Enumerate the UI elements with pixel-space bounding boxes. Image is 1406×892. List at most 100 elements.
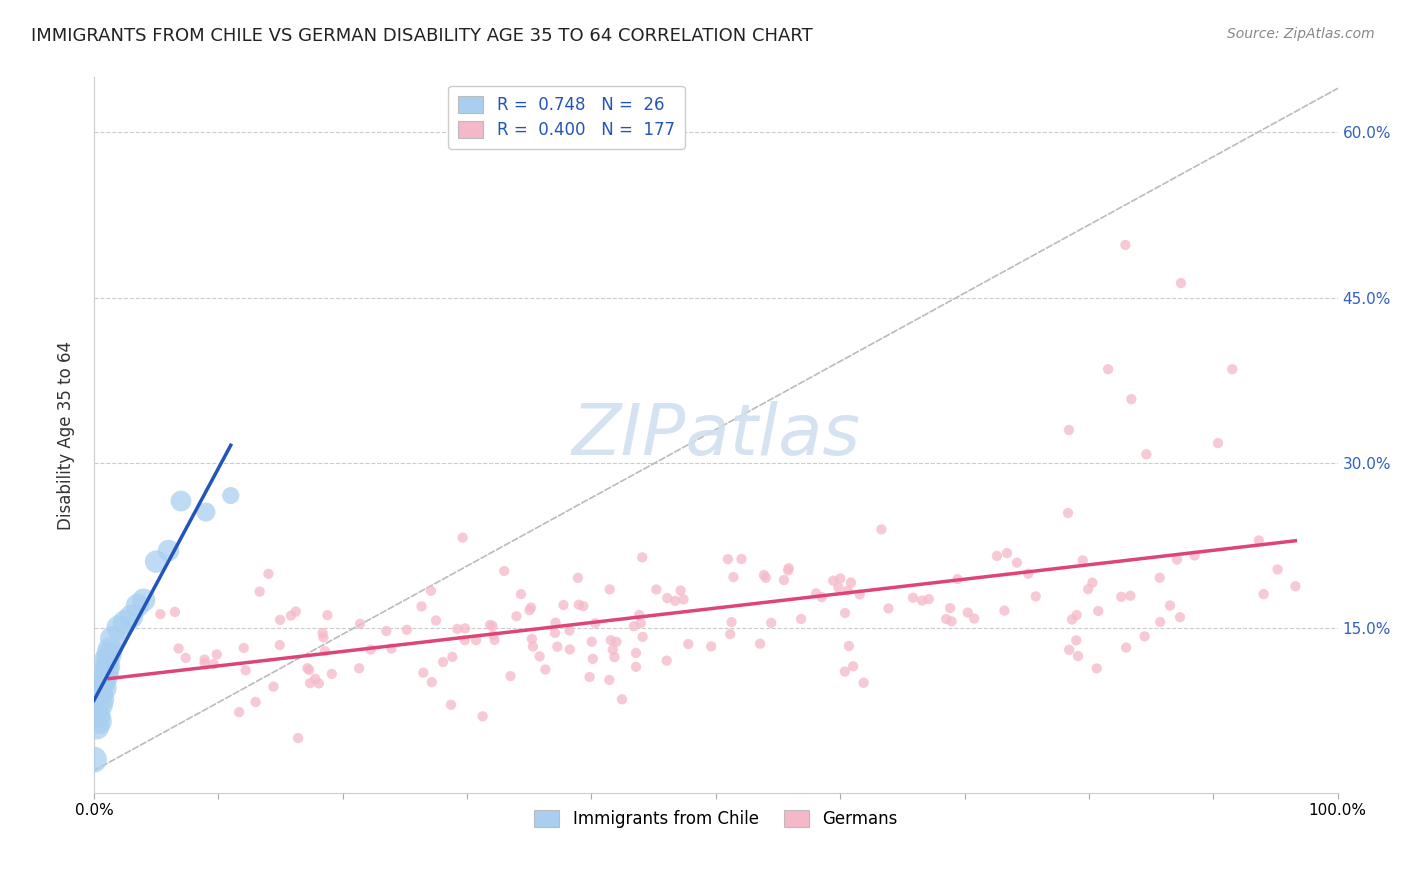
Point	[605, 635, 627, 649]
Point	[995, 546, 1018, 560]
Point	[1057, 423, 1080, 437]
Point	[720, 615, 742, 629]
Point	[581, 634, 603, 648]
Point	[522, 640, 544, 654]
Point	[269, 613, 291, 627]
Point	[544, 626, 567, 640]
Point	[582, 652, 605, 666]
Point	[284, 605, 307, 619]
Point	[412, 665, 434, 680]
Point	[499, 669, 522, 683]
Point	[451, 531, 474, 545]
Point	[440, 698, 463, 712]
Point	[700, 640, 723, 654]
Point	[830, 571, 852, 585]
Point	[360, 642, 382, 657]
Point	[86, 720, 108, 734]
Point	[546, 640, 568, 654]
Point	[631, 550, 654, 565]
Point	[993, 604, 1015, 618]
Point	[848, 587, 870, 601]
Point	[610, 692, 633, 706]
Y-axis label: Disability Age 35 to 64: Disability Age 35 to 64	[58, 341, 75, 530]
Point	[834, 606, 856, 620]
Point	[1064, 633, 1087, 648]
Point	[1133, 629, 1156, 643]
Point	[127, 599, 149, 613]
Point	[228, 705, 250, 719]
Point	[645, 582, 668, 597]
Point	[235, 664, 257, 678]
Point	[194, 656, 217, 670]
Point	[96, 654, 118, 668]
Point	[1071, 553, 1094, 567]
Point	[578, 670, 600, 684]
Point	[1168, 610, 1191, 624]
Point	[93, 681, 115, 695]
Point	[877, 601, 900, 615]
Point	[1109, 590, 1132, 604]
Point	[432, 655, 454, 669]
Point	[269, 638, 291, 652]
Point	[1166, 552, 1188, 566]
Point	[1057, 643, 1080, 657]
Point	[510, 587, 533, 601]
Point	[297, 661, 319, 675]
Point	[672, 592, 695, 607]
Point	[1005, 556, 1028, 570]
Point	[628, 607, 651, 622]
Point	[97, 659, 120, 673]
Point	[101, 632, 124, 646]
Point	[1220, 362, 1243, 376]
Point	[657, 591, 679, 606]
Point	[1057, 506, 1080, 520]
Point	[219, 489, 242, 503]
Point	[572, 599, 595, 614]
Point	[96, 665, 118, 679]
Point	[245, 695, 267, 709]
Point	[308, 676, 330, 690]
Point	[583, 616, 606, 631]
Point	[89, 698, 111, 712]
Point	[723, 570, 745, 584]
Point	[810, 590, 832, 604]
Point	[986, 549, 1008, 563]
Text: ZIPatlas: ZIPatlas	[571, 401, 860, 469]
Point	[193, 652, 215, 666]
Point	[655, 654, 678, 668]
Point	[287, 731, 309, 745]
Point	[630, 615, 652, 630]
Point	[380, 641, 402, 656]
Point	[299, 676, 322, 690]
Point	[755, 571, 778, 585]
Point	[939, 601, 962, 615]
Point	[311, 626, 333, 640]
Point	[1025, 590, 1047, 604]
Point	[420, 583, 443, 598]
Point	[316, 608, 339, 623]
Point	[194, 505, 217, 519]
Point	[852, 675, 875, 690]
Point	[1115, 640, 1137, 655]
Point	[599, 633, 621, 648]
Point	[1253, 587, 1275, 601]
Point	[603, 650, 626, 665]
Point	[1119, 589, 1142, 603]
Point	[107, 621, 129, 635]
Point	[149, 607, 172, 621]
Point	[202, 657, 225, 672]
Point	[89, 687, 111, 701]
Point	[505, 609, 527, 624]
Point	[205, 648, 228, 662]
Point	[170, 494, 193, 508]
Point	[598, 673, 620, 687]
Point	[94, 670, 117, 684]
Point	[842, 659, 865, 673]
Point	[761, 615, 783, 630]
Point	[534, 663, 557, 677]
Point	[669, 583, 692, 598]
Point	[717, 552, 740, 566]
Point	[1114, 238, 1136, 252]
Point	[956, 606, 979, 620]
Point	[837, 583, 859, 598]
